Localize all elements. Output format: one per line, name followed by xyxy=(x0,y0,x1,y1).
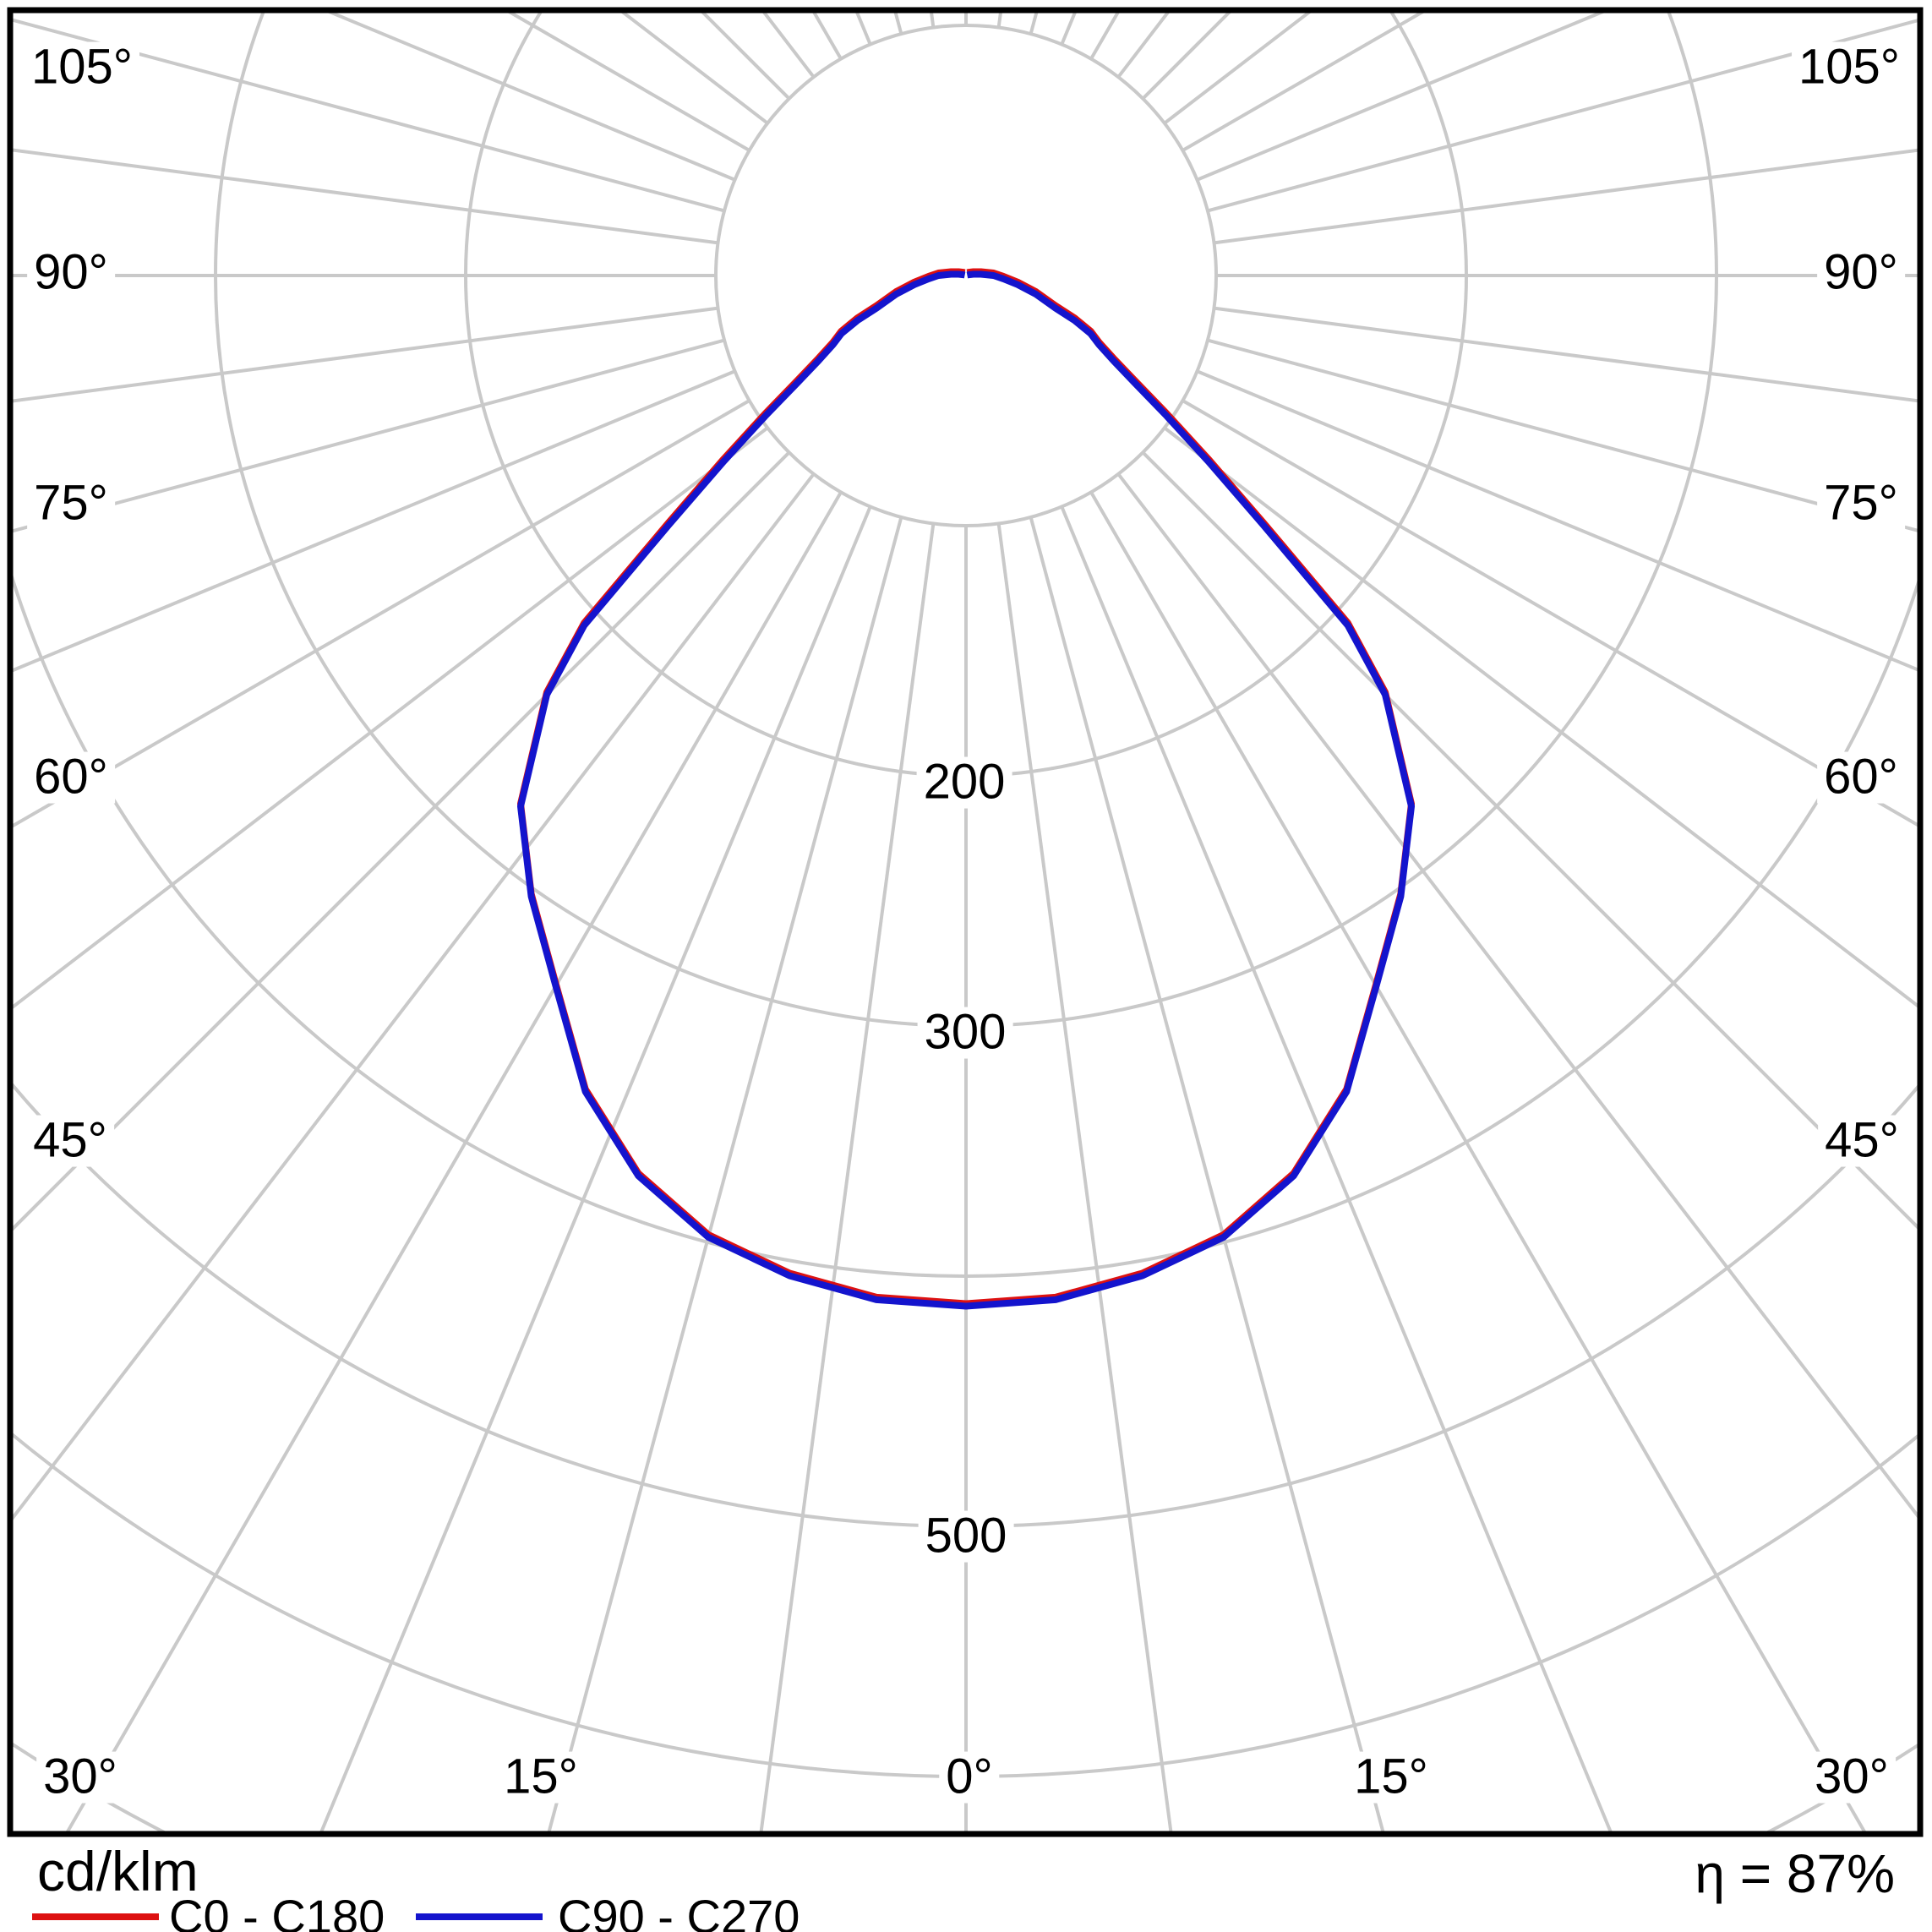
angle-label: 60° xyxy=(27,751,115,804)
radial-unit-label: cd/klm xyxy=(37,1840,199,1902)
curve-c90-c270 xyxy=(517,270,1415,1310)
legend-line-c0-c180 xyxy=(32,1913,159,1920)
legend-line-c90-c270 xyxy=(416,1913,543,1920)
angle-label: 45° xyxy=(26,1115,114,1167)
angle-label: 90° xyxy=(27,247,115,299)
angle-label: 90° xyxy=(1817,247,1905,299)
ring-value-label: 200 xyxy=(916,756,1012,809)
ring-value-label: 300 xyxy=(917,1007,1013,1059)
angle-label: 105° xyxy=(1792,41,1907,94)
angle-label: 75° xyxy=(27,478,115,530)
angle-label: 0° xyxy=(939,1751,1000,1804)
angle-label: 45° xyxy=(1818,1115,1906,1167)
angle-label: 30° xyxy=(36,1751,124,1804)
ring-value-label: 500 xyxy=(918,1510,1014,1563)
angle-label: 105° xyxy=(25,41,139,94)
angle-label: 30° xyxy=(1808,1751,1896,1804)
light-output-ratio-label: η = 87% xyxy=(1695,1843,1895,1904)
legend-label-c90-c270: C90 - C270 xyxy=(558,1890,800,1932)
plot-border xyxy=(7,7,1924,1837)
angle-label: 15° xyxy=(497,1751,585,1804)
angle-label: 15° xyxy=(1347,1751,1435,1804)
angle-label: 60° xyxy=(1817,751,1905,804)
angle-label: 75° xyxy=(1817,478,1905,530)
legend-label-c0-c180: C0 - C180 xyxy=(169,1890,385,1932)
